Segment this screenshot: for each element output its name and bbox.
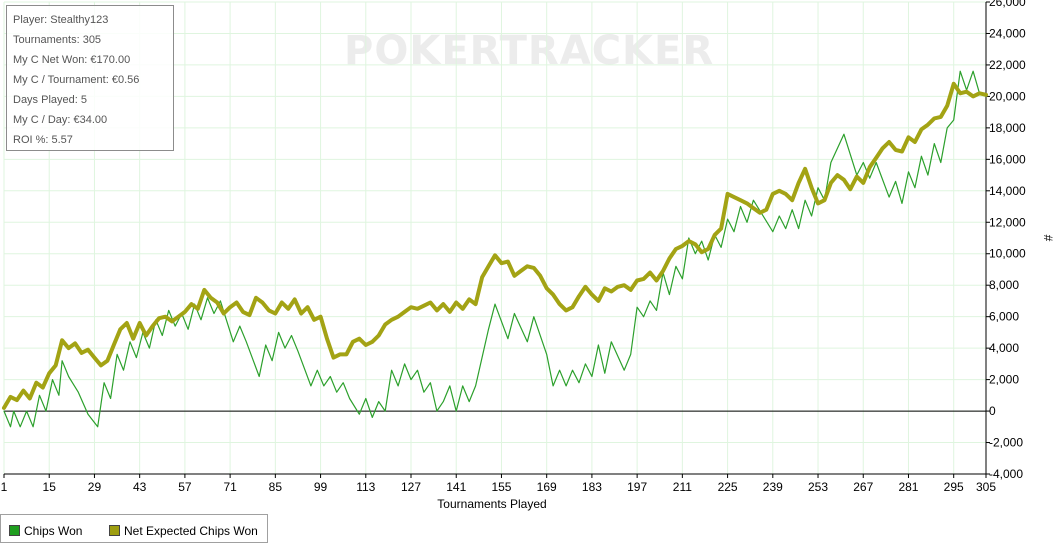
x-tick-label: 1: [1, 480, 8, 494]
y-tick-label: 10,000: [989, 247, 1026, 261]
stat-per-day: My C / Day: €34.00: [13, 114, 108, 126]
x-tick-label: 305: [976, 480, 996, 494]
x-tick-label: 225: [718, 480, 738, 494]
x-tick-label: 57: [178, 480, 192, 494]
legend-item-net-expected[interactable]: Net Expected Chips Won: [109, 524, 258, 538]
series-lines: [2, 70, 988, 428]
y-tick-label: 0: [989, 404, 996, 418]
legend-swatch-net-expected: [109, 525, 120, 536]
y-tick-label: 26,000: [989, 0, 1026, 9]
y-tick-label: 4,000: [989, 341, 1019, 355]
x-tick-label: 155: [491, 480, 511, 494]
x-tick-label: 267: [853, 480, 873, 494]
x-tick-label: 43: [133, 480, 147, 494]
y-tick-label: 18,000: [989, 121, 1026, 135]
y-tick-label: -4,000: [989, 467, 1023, 481]
x-tick-label: 99: [314, 480, 328, 494]
y-tick-label: 14,000: [989, 184, 1026, 198]
legend-item-chips-won[interactable]: Chips Won: [9, 524, 82, 538]
stat-net-won: My C Net Won: €170.00: [13, 54, 131, 66]
axes: 1 15 29 43 57 71 85 99 113 127 141 155 169 183 197 211 2…: [1, 0, 1026, 494]
y-tick-label: 24,000: [989, 26, 1026, 40]
x-tick-label: 211: [673, 480, 692, 494]
x-axis-title: Tournaments Played: [437, 497, 546, 511]
y-tick-label: 6,000: [989, 310, 1019, 324]
series-line-net-expected: [2, 81, 988, 410]
y-tick-label: 8,000: [989, 278, 1019, 292]
y-tick-label: -2,000: [989, 436, 1023, 450]
y-tick-label: 16,000: [989, 152, 1026, 166]
stat-tournaments: Tournaments: 305: [13, 34, 102, 46]
y-axis-title: #: [1041, 235, 1053, 242]
y-tick-label: 12,000: [989, 215, 1026, 229]
y-tick-label: 20,000: [989, 89, 1026, 103]
legend-swatch-chips-won: [9, 525, 20, 536]
y-tick-label: 2,000: [989, 373, 1019, 387]
x-tick-label: 295: [944, 480, 964, 494]
y-tick-label: 22,000: [989, 58, 1026, 72]
x-tick-label: 141: [446, 480, 466, 494]
x-tick-label: 127: [401, 480, 421, 494]
stat-days-played: Days Played: 5: [13, 94, 87, 106]
x-tick-label: 85: [269, 480, 283, 494]
legend-label: Chips Won: [24, 524, 83, 538]
x-tick-label: 281: [898, 480, 918, 494]
stat-per-tournament: My C / Tournament: €0.56: [13, 74, 140, 86]
stat-player: Player: Stealthy123: [13, 14, 109, 26]
legend-label: Net Expected Chips Won: [124, 524, 258, 538]
x-tick-label: 29: [88, 480, 102, 494]
x-tick-label: 183: [582, 480, 602, 494]
x-tick-label: 113: [356, 480, 375, 494]
pokertracker-watermark: POKERTRACKER: [344, 28, 715, 74]
player-stats-box: Player: Stealthy123 Tournaments: 305 My …: [6, 5, 174, 151]
legend: Chips Won Net Expected Chips Won: [0, 514, 268, 543]
x-tick-label: 197: [627, 480, 647, 494]
stat-roi: ROI %: 5.57: [13, 134, 73, 146]
x-tick-label: 239: [763, 480, 783, 494]
x-tick-label: 15: [43, 480, 57, 494]
x-tick-label: 169: [537, 480, 557, 494]
x-tick-label: 71: [223, 480, 237, 494]
x-tick-label: 253: [808, 480, 828, 494]
